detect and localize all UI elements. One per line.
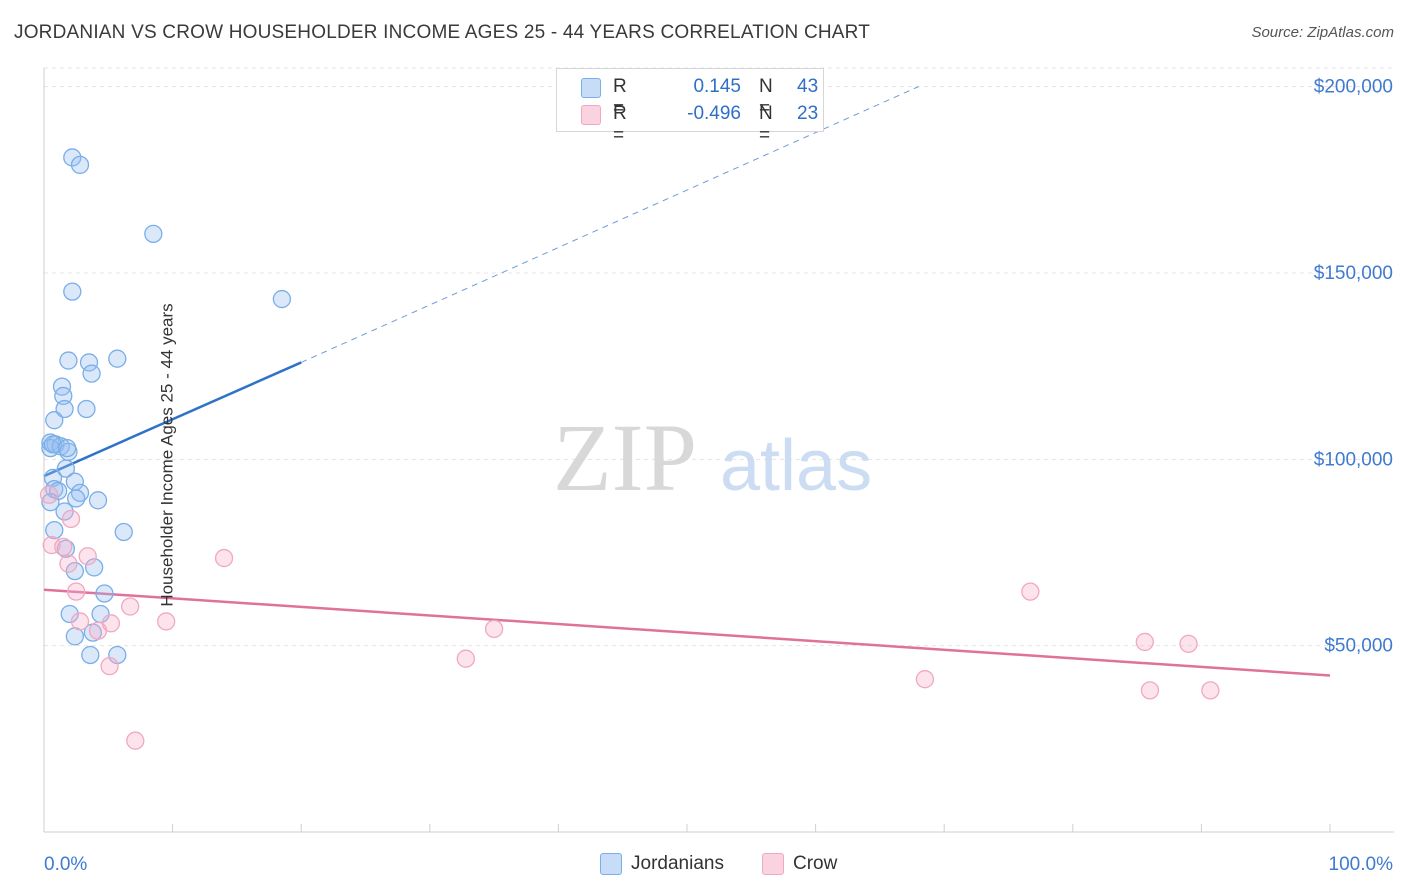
r-label: R = [613, 103, 627, 146]
data-point-crow [1179, 634, 1198, 653]
legend-label: Crow [793, 853, 838, 874]
y-tick-label: $200,000 [1314, 77, 1393, 98]
data-point-jordanians [88, 491, 108, 510]
data-point-jordanians [45, 411, 64, 430]
watermark-atlas: atlas [720, 426, 872, 506]
data-point-jordanians [81, 645, 100, 665]
data-point-jordanians [108, 349, 127, 368]
data-point-crow [1135, 632, 1154, 652]
y-tick-label: $50,000 [1324, 636, 1393, 657]
data-point-crow [1140, 681, 1160, 700]
data-point-jordanians [272, 289, 292, 309]
data-point-crow [61, 509, 81, 529]
data-point-crow [157, 612, 176, 631]
data-point-jordanians [52, 377, 72, 396]
n-label: N = [759, 103, 773, 146]
data-point-crow [67, 582, 86, 601]
data-point-crow [39, 485, 59, 504]
r-value: -0.496 [687, 103, 741, 124]
data-point-jordanians [54, 386, 73, 406]
data-point-crow [1201, 681, 1220, 700]
chart-title: JORDANIAN VS CROW HOUSEHOLDER INCOME AGE… [14, 22, 871, 43]
data-point-jordanians [79, 353, 99, 372]
n-value: 43 [797, 76, 819, 97]
data-point-jordanians [43, 435, 63, 454]
r-label: R = [613, 76, 627, 119]
data-point-crow [484, 619, 504, 639]
y-tick-label: $150,000 [1314, 263, 1393, 284]
trendline-crow [43, 588, 1331, 677]
n-value: 23 [797, 103, 819, 124]
data-point-jordanians [55, 399, 74, 419]
data-point-jordanians [77, 399, 96, 419]
data-point-crow [88, 621, 108, 640]
data-point-jordanians [70, 155, 90, 175]
y-tick-label: $100,000 [1314, 449, 1393, 470]
data-point-crow [915, 670, 935, 689]
trend-layer [43, 86, 1331, 677]
data-point-jordanians [67, 489, 86, 508]
data-point-jordanians [144, 224, 163, 243]
data-point-crow [126, 731, 145, 750]
legend-swatch-jordanians [581, 78, 601, 98]
data-point-jordanians [56, 459, 76, 478]
x-tick-label: 100.0% [1329, 854, 1394, 875]
trendline-jordanians [43, 361, 302, 478]
data-point-crow [1021, 582, 1040, 601]
data-point-crow [121, 597, 140, 616]
data-point-jordanians [63, 148, 82, 167]
data-point-jordanians [45, 520, 64, 540]
legend-swatch-crow [581, 105, 601, 125]
data-point-jordanians [41, 493, 60, 512]
watermark-zip: ZIP [553, 404, 697, 511]
point-layer [39, 148, 1220, 750]
data-point-crow [100, 657, 119, 676]
data-point-jordanians [95, 584, 114, 603]
data-point-crow [70, 612, 90, 631]
legend-swatch-jordanians [600, 853, 622, 875]
data-point-jordanians [55, 502, 74, 521]
grid-layer [44, 67, 1394, 647]
data-point-jordanians [59, 351, 78, 370]
legend-label: Jordanians [631, 853, 724, 874]
n-label: N = [759, 76, 773, 119]
source-credit: Source: ZipAtlas.com [1251, 24, 1394, 41]
x-tick-label: 0.0% [44, 854, 87, 875]
axis-layer [43, 68, 1394, 833]
trendline-jordanians-extension [300, 86, 919, 363]
data-point-jordanians [60, 604, 79, 624]
data-point-jordanians [82, 364, 101, 383]
data-point-jordanians [63, 282, 82, 301]
legend-swatch-crow [762, 853, 784, 875]
data-point-crow [54, 537, 73, 557]
data-point-crow [214, 548, 234, 568]
stats-legend: R = 0.145 N = 43 R = -0.496 N = 23 [556, 68, 824, 146]
data-point-jordanians [56, 539, 76, 558]
data-point-crow [78, 547, 97, 566]
data-point-jordanians [85, 558, 104, 577]
data-point-jordanians [114, 522, 133, 542]
data-point-crow [59, 554, 78, 573]
data-point-crow [456, 649, 475, 668]
r-value: 0.145 [693, 76, 741, 97]
data-point-crow [42, 535, 61, 555]
label-layer: $50,000 $100,000 $150,000 $200,000 0.0% 100.0… [44, 77, 1393, 875]
data-point-jordanians [57, 438, 77, 458]
data-point-jordanians [65, 561, 85, 581]
y-axis-label: Householder Income Ages 25 - 44 years [157, 303, 177, 607]
